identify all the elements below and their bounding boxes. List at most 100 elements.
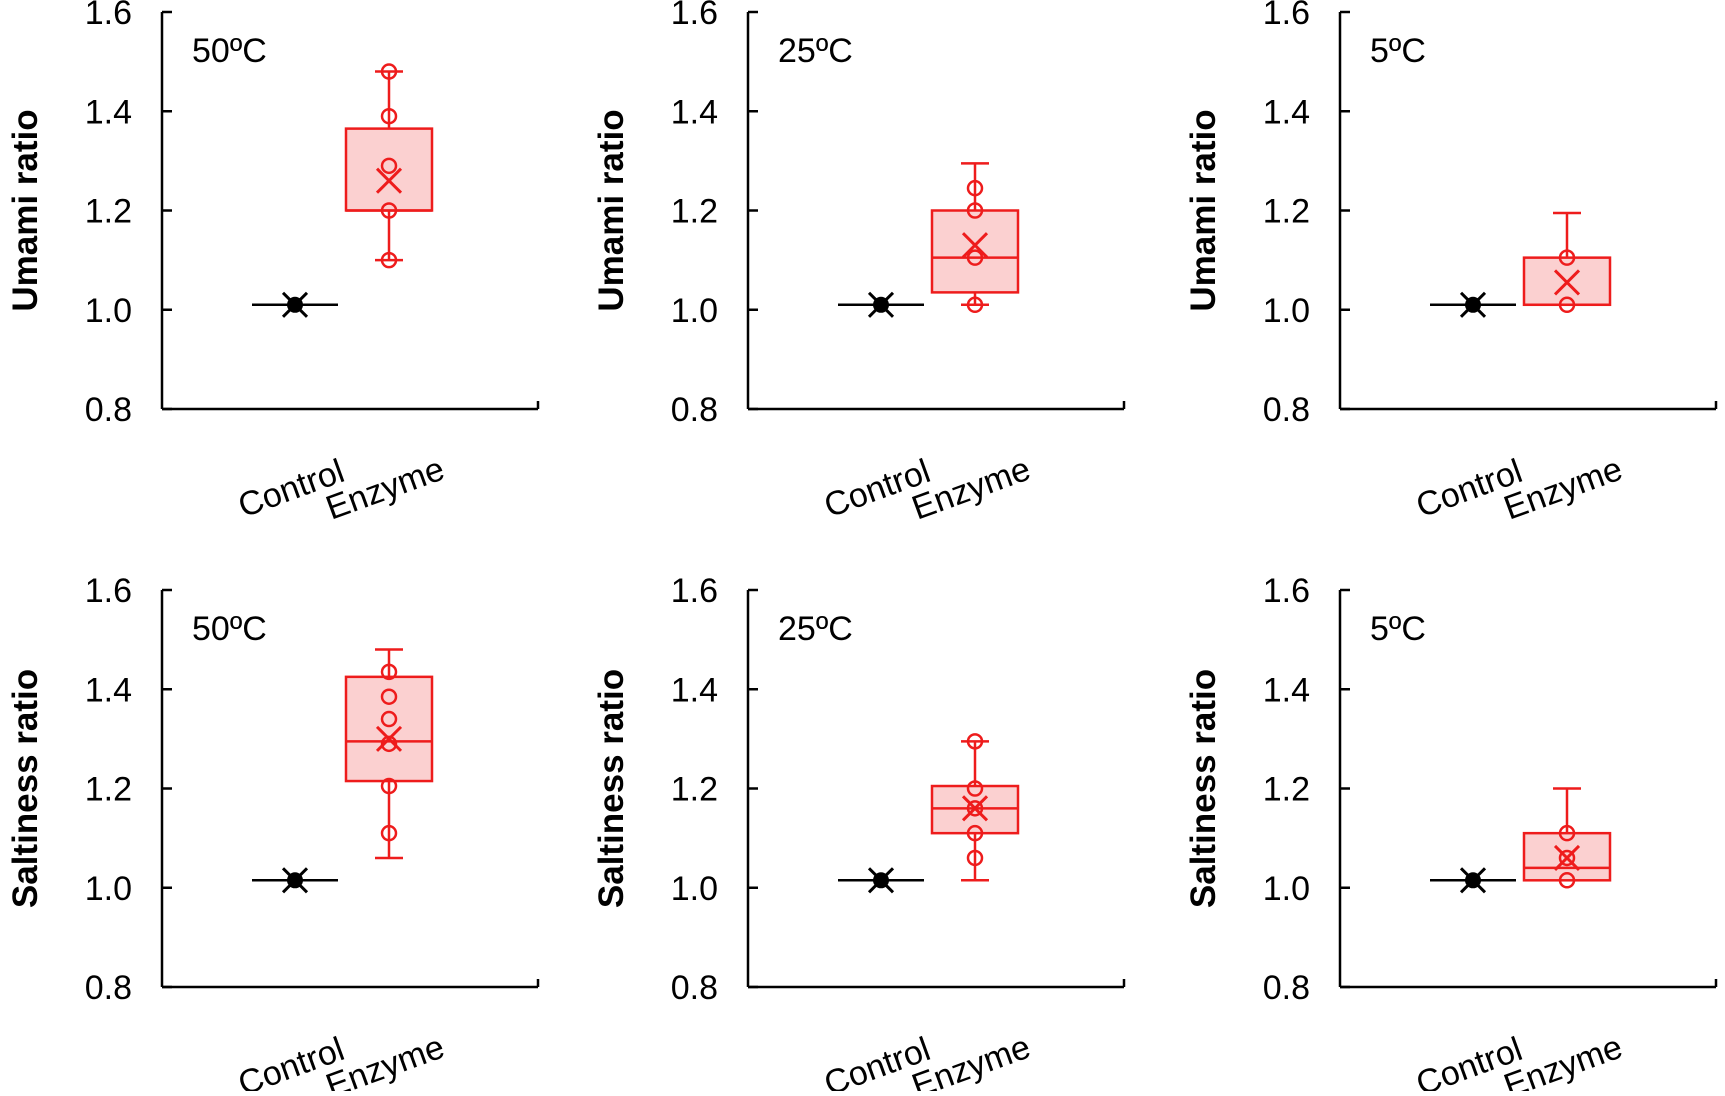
x-category-label: Enzyme: [321, 450, 449, 528]
data-point: [380, 251, 398, 269]
y-tick-label: 1.2: [1263, 771, 1310, 809]
y-tick-label: 0.8: [85, 969, 132, 1007]
y-tick-label: 1.4: [671, 671, 718, 709]
data-point: [380, 63, 398, 80]
series-enzyme: [1522, 787, 1612, 889]
data-point: [966, 202, 984, 219]
y-tick-label: 1.6: [85, 0, 132, 32]
data-point: [1558, 249, 1576, 266]
y-tick-label: 1.0: [85, 292, 132, 330]
temperature-label: 25ºC: [778, 610, 853, 648]
box: [344, 127, 434, 212]
mean-marker: [375, 167, 403, 194]
data-point: [380, 157, 398, 175]
x-category-label: Enzyme: [907, 450, 1035, 528]
mean-marker-stroke: [1553, 269, 1581, 296]
y-tick-label: 1.2: [85, 771, 132, 809]
data-point: [966, 849, 984, 867]
mean-marker-stroke: [867, 291, 895, 318]
y-tick-label: 1.4: [85, 671, 132, 709]
y-tick-label: 1.6: [85, 572, 132, 610]
y-tick-label: 1.2: [85, 193, 132, 231]
mean-marker: [1459, 867, 1487, 894]
y-tick-label: 0.8: [671, 969, 718, 1007]
y-tick-label: 1.0: [671, 292, 718, 330]
data-point: [380, 710, 398, 728]
mean-marker: [867, 867, 895, 894]
y-tick-label: 1.6: [671, 0, 718, 32]
y-tick-label: 1.2: [1263, 193, 1310, 231]
x-category-label: Enzyme: [1499, 450, 1627, 528]
mean-marker: [961, 232, 989, 259]
data-point: [966, 780, 984, 797]
mean-marker-stroke: [281, 867, 309, 894]
y-axis-label: Umami ratio: [6, 109, 45, 311]
y-tick-label: 1.2: [671, 771, 718, 809]
data-point: [1558, 296, 1576, 314]
y-tick-label: 1.0: [671, 870, 718, 908]
data-point: [380, 202, 398, 219]
mean-marker-stroke: [375, 167, 403, 194]
series-enzyme: [344, 648, 434, 860]
temperature-label: 25ºC: [778, 32, 853, 70]
mean-marker-stroke: [1459, 867, 1487, 894]
data-point: [966, 249, 984, 266]
y-tick-label: 0.8: [1263, 391, 1310, 429]
series-control: [838, 291, 924, 318]
mean-marker: [375, 725, 403, 752]
data-point: [380, 688, 398, 705]
mean-marker: [961, 795, 989, 822]
temperature-label: 5ºC: [1370, 32, 1426, 70]
y-tick-label: 1.4: [1263, 671, 1310, 709]
series-enzyme: [930, 733, 1020, 882]
mean-marker-stroke: [867, 867, 895, 894]
data-point: [966, 179, 984, 197]
series-enzyme: [930, 162, 1020, 314]
series-enzyme: [1522, 211, 1612, 314]
data-point: [380, 824, 398, 842]
y-tick-label: 0.8: [671, 391, 718, 429]
data-point: [380, 107, 398, 125]
mean-marker: [1553, 269, 1581, 296]
mean-marker: [867, 291, 895, 318]
mean-marker: [281, 867, 309, 894]
mean-marker: [281, 291, 309, 318]
series-enzyme: [344, 63, 434, 269]
y-tick-label: 0.8: [85, 391, 132, 429]
y-tick-label: 1.6: [671, 572, 718, 610]
series-control: [838, 867, 924, 894]
y-tick-label: 1.2: [671, 193, 718, 231]
mean-marker-stroke: [961, 795, 989, 822]
series-control: [252, 867, 338, 894]
temperature-label: 50ºC: [192, 610, 267, 648]
y-tick-label: 1.4: [1263, 93, 1310, 131]
mean-marker-stroke: [375, 725, 403, 752]
temperature-label: 5ºC: [1370, 610, 1426, 648]
data-point: [1558, 849, 1576, 867]
series-control: [1430, 291, 1516, 318]
y-axis-label: Umami ratio: [592, 109, 631, 311]
data-point: [1558, 872, 1576, 889]
mean-marker: [1553, 844, 1581, 872]
y-axis-label: Saltiness ratio: [6, 669, 45, 908]
y-tick-label: 1.0: [1263, 870, 1310, 908]
y-tick-label: 1.0: [85, 870, 132, 908]
y-tick-label: 1.4: [85, 93, 132, 131]
data-point: [966, 800, 984, 817]
mean-marker: [1459, 291, 1487, 318]
temperature-label: 50ºC: [192, 32, 267, 70]
data-point: [380, 663, 398, 681]
series-control: [1430, 867, 1516, 894]
y-axis-label: Saltiness ratio: [1184, 669, 1223, 908]
y-axis-label: Umami ratio: [1184, 109, 1223, 311]
data-point: [380, 777, 398, 795]
mean-marker-stroke: [1459, 291, 1487, 318]
mean-marker-stroke: [281, 291, 309, 318]
